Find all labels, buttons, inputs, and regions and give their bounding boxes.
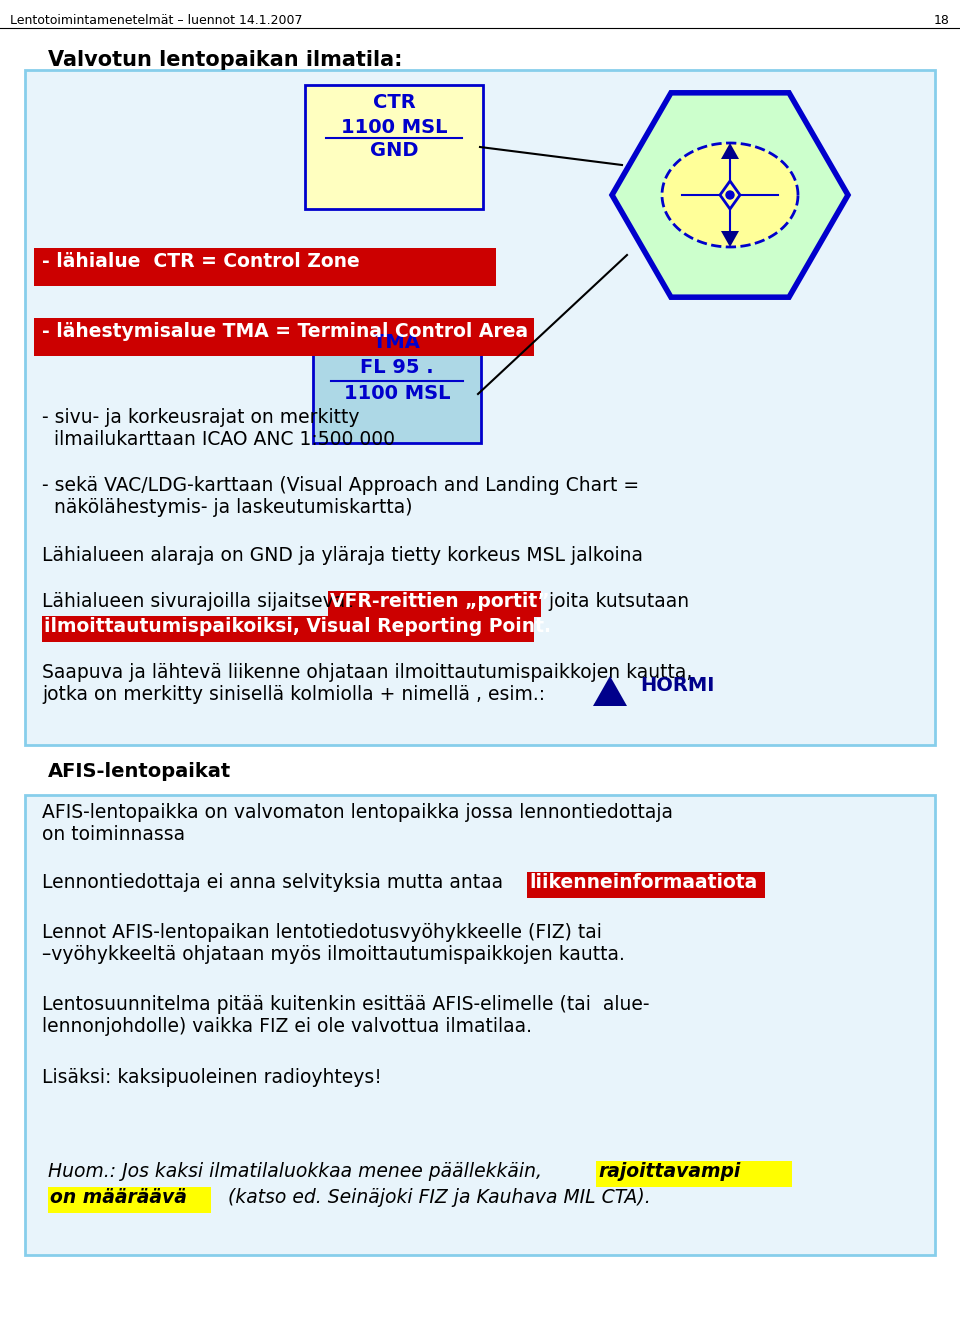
FancyBboxPatch shape [25, 795, 935, 1255]
Text: näkölähestymis- ja laskeutumiskartta): näkölähestymis- ja laskeutumiskartta) [42, 498, 413, 518]
Text: Lähialueen sivurajoilla sijaitsevat: Lähialueen sivurajoilla sijaitsevat [42, 592, 359, 610]
FancyBboxPatch shape [313, 325, 481, 443]
Polygon shape [721, 143, 739, 159]
Text: on määräävä: on määräävä [50, 1188, 187, 1208]
Text: jotka on merkitty sinisellä kolmiolla + nimellä , esim.:: jotka on merkitty sinisellä kolmiolla + … [42, 685, 545, 705]
Text: CTR: CTR [372, 93, 416, 111]
FancyBboxPatch shape [527, 872, 765, 898]
Circle shape [726, 191, 734, 199]
Text: TMA: TMA [373, 333, 420, 352]
Text: –vyöhykkeeltä ohjataan myös ilmoittautumispaikkojen kautta.: –vyöhykkeeltä ohjataan myös ilmoittautum… [42, 945, 625, 963]
Text: HORMI: HORMI [640, 675, 714, 695]
Polygon shape [593, 675, 627, 706]
Text: on toiminnassa: on toiminnassa [42, 825, 185, 844]
Text: ilmoittautumispaikoiksi, Visual Reporting Point.: ilmoittautumispaikoiksi, Visual Reportin… [44, 617, 551, 636]
Text: VFR-reittien „portit”,: VFR-reittien „portit”, [330, 592, 557, 610]
FancyBboxPatch shape [34, 318, 534, 356]
FancyBboxPatch shape [48, 1186, 211, 1213]
Text: joita kutsutaan: joita kutsutaan [543, 592, 689, 610]
Text: Lähialueen alaraja on GND ja yläraja tietty korkeus MSL jalkoina: Lähialueen alaraja on GND ja yläraja tie… [42, 545, 643, 565]
Text: GND: GND [370, 141, 419, 161]
Text: (katso ed. Seinäjoki FIZ ja Kauhava MIL CTA).: (katso ed. Seinäjoki FIZ ja Kauhava MIL … [216, 1188, 651, 1208]
Text: 1100 MSL: 1100 MSL [341, 118, 447, 137]
Text: - lähestymisalue TMA = Terminal Control Area: - lähestymisalue TMA = Terminal Control … [42, 322, 528, 341]
FancyBboxPatch shape [305, 85, 483, 208]
Text: Lennot AFIS-lentopaikan lentotiedotusvyöhykkeelle (FIZ) tai: Lennot AFIS-lentopaikan lentotiedotusvyö… [42, 924, 602, 942]
Text: 1100 MSL: 1100 MSL [344, 384, 450, 403]
Text: 18: 18 [934, 15, 950, 27]
FancyBboxPatch shape [42, 616, 534, 642]
FancyBboxPatch shape [25, 70, 935, 744]
FancyBboxPatch shape [596, 1161, 792, 1186]
Text: ilmailukarttaan ICAO ANC 1:500 000: ilmailukarttaan ICAO ANC 1:500 000 [42, 430, 395, 449]
Text: Saapuva ja lähtevä liikenne ohjataan ilmoittautumispaikkojen kautta,: Saapuva ja lähtevä liikenne ohjataan ilm… [42, 664, 692, 682]
Text: - sekä VAC/LDG-karttaan (Visual Approach and Landing Chart =: - sekä VAC/LDG-karttaan (Visual Approach… [42, 476, 639, 495]
Polygon shape [720, 180, 740, 208]
Text: Valvotun lentopaikan ilmatila:: Valvotun lentopaikan ilmatila: [48, 50, 402, 70]
FancyBboxPatch shape [34, 248, 496, 287]
Text: AFIS-lentopaikat: AFIS-lentopaikat [48, 762, 231, 782]
Polygon shape [662, 143, 798, 247]
Polygon shape [612, 93, 848, 297]
Polygon shape [721, 231, 739, 247]
Text: Lentosuunnitelma pitää kuitenkin esittää AFIS-elimelle (tai  alue-: Lentosuunnitelma pitää kuitenkin esittää… [42, 995, 650, 1014]
Text: AFIS-lentopaikka on valvomaton lentopaikka jossa lennontiedottaja: AFIS-lentopaikka on valvomaton lentopaik… [42, 803, 673, 821]
Text: liikenneinformaatiota: liikenneinformaatiota [529, 873, 757, 892]
Text: Lisäksi: kaksipuoleinen radioyhteys!: Lisäksi: kaksipuoleinen radioyhteys! [42, 1068, 382, 1087]
Text: - lähialue  CTR = Control Zone: - lähialue CTR = Control Zone [42, 252, 360, 271]
Text: Huom.: Jos kaksi ilmatilaluokkaa menee päällekkäin,: Huom.: Jos kaksi ilmatilaluokkaa menee p… [48, 1162, 548, 1181]
Text: Lentotoimintamenetelmät – luennot 14.1.2007: Lentotoimintamenetelmät – luennot 14.1.2… [10, 15, 302, 27]
Text: - sivu- ja korkeusrajat on merkitty: - sivu- ja korkeusrajat on merkitty [42, 407, 359, 427]
Text: lennonjohdolle) vaikka FIZ ei ole valvottua ilmatilaa.: lennonjohdolle) vaikka FIZ ei ole valvot… [42, 1016, 532, 1036]
Text: Lennontiedottaja ei anna selvityksia mutta antaa: Lennontiedottaja ei anna selvityksia mut… [42, 873, 509, 892]
Text: rajoittavampi: rajoittavampi [598, 1162, 740, 1181]
Text: FL 95 .: FL 95 . [360, 358, 434, 377]
FancyBboxPatch shape [328, 591, 541, 617]
